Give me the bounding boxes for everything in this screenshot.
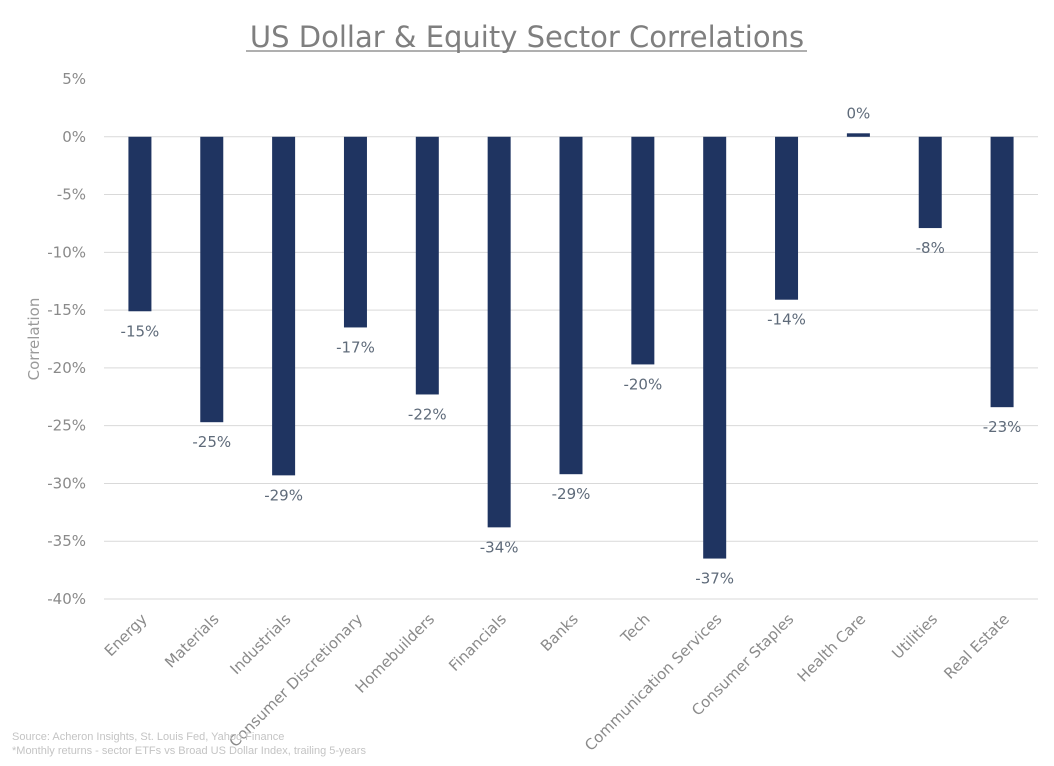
bar-consumer-discretionary <box>343 136 367 328</box>
y-tick-label: -5% <box>57 186 86 204</box>
bar-industrials <box>272 136 296 476</box>
x-tick-label: Tech <box>616 610 653 647</box>
data-label: -34% <box>480 538 519 556</box>
y-tick-label: -15% <box>47 301 86 319</box>
bars <box>128 133 1014 559</box>
data-label: -29% <box>552 485 591 503</box>
x-tick-label: Communication Services <box>581 610 726 755</box>
data-label: -22% <box>408 405 447 423</box>
data-label: -25% <box>192 433 231 451</box>
bar-utilities <box>918 136 942 229</box>
data-labels: -15% -25% -29% -17% -22% -34% -29% -20% -37% -14%… <box>121 104 1022 587</box>
x-tick-label: Financials <box>445 610 510 675</box>
data-label: -23% <box>983 418 1022 436</box>
bar-banks <box>559 136 583 475</box>
y-tick-label: -25% <box>47 417 86 435</box>
y-axis-ticks: 5% 0% -5% -10% -15% -20% -25% -30% -35% -40% <box>47 70 86 608</box>
x-tick-label: Health Care <box>794 610 869 685</box>
y-tick-label: 5% <box>62 70 86 88</box>
y-tick-label: -35% <box>47 532 86 550</box>
bar-homebuilders <box>415 136 439 395</box>
y-tick-label: -40% <box>47 590 86 608</box>
chart-title: US Dollar & Equity Sector Correlations <box>250 20 804 54</box>
x-tick-label: Energy <box>101 610 151 660</box>
y-tick-label: -20% <box>47 359 86 377</box>
y-axis-label: Correlation <box>25 298 43 381</box>
data-label: -15% <box>121 322 160 340</box>
method-note: *Monthly returns - sector ETFs vs Broad … <box>12 745 366 757</box>
data-label: -37% <box>695 570 734 588</box>
y-tick-label: 0% <box>62 128 86 146</box>
bar-consumer-staples <box>775 136 799 300</box>
x-tick-label: Banks <box>537 610 582 655</box>
bar-health-care <box>846 133 870 137</box>
bar-energy <box>128 136 152 312</box>
x-tick-label: Utilities <box>888 610 941 663</box>
bar-tech <box>631 136 655 365</box>
data-label: -20% <box>623 375 662 393</box>
data-label: -8% <box>916 239 945 257</box>
bar-materials <box>200 136 224 423</box>
data-label: -14% <box>767 311 806 329</box>
data-label: -29% <box>264 486 303 504</box>
source-note: Source: Acheron Insights, St. Louis Fed,… <box>12 731 285 743</box>
x-tick-label: Materials <box>161 610 222 671</box>
y-tick-label: -10% <box>47 243 86 261</box>
bar-financials <box>487 136 511 528</box>
bar-real-estate <box>990 136 1014 408</box>
data-label: -17% <box>336 338 375 356</box>
data-label: 0% <box>846 104 870 122</box>
bar-communication-services <box>703 136 727 559</box>
y-tick-label: -30% <box>47 474 86 492</box>
x-tick-label: Consumer Discretionary <box>226 610 367 751</box>
x-tick-label: Real Estate <box>940 610 1013 683</box>
x-tick-label: Industrials <box>226 610 294 678</box>
